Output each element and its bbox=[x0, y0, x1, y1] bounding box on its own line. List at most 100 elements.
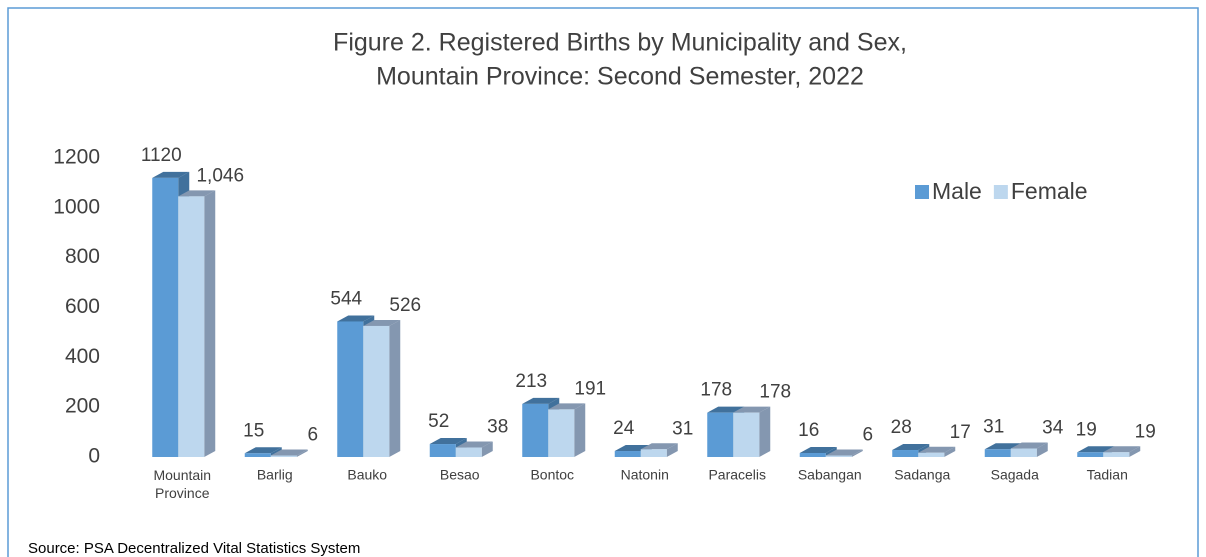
data-label: 544 bbox=[330, 288, 362, 309]
bar-top bbox=[522, 397, 560, 404]
data-label: 28 bbox=[891, 417, 912, 438]
data-label: 34 bbox=[1042, 418, 1064, 439]
bar bbox=[244, 453, 271, 457]
y-tick-label: 400 bbox=[65, 345, 100, 368]
legend-label: Female bbox=[1011, 178, 1088, 204]
data-label: 191 bbox=[574, 378, 606, 399]
bar bbox=[825, 455, 852, 457]
data-label: 178 bbox=[759, 382, 791, 403]
bar-top bbox=[1077, 446, 1115, 453]
bar-side bbox=[944, 446, 956, 457]
bar-side bbox=[1036, 442, 1048, 457]
x-tick-label: Tadian bbox=[1087, 467, 1128, 483]
bar-top bbox=[825, 449, 863, 456]
data-label: 19 bbox=[1135, 421, 1156, 442]
bar bbox=[152, 177, 179, 457]
x-tick-label: Paracelis bbox=[708, 467, 766, 483]
bar-side bbox=[851, 449, 863, 457]
x-tick-label: Bauko bbox=[347, 467, 387, 483]
bar-top bbox=[429, 438, 467, 445]
bar bbox=[522, 403, 549, 457]
data-label: 19 bbox=[1076, 419, 1097, 440]
bar-top bbox=[337, 315, 375, 322]
bar-top bbox=[152, 171, 190, 178]
bar bbox=[1010, 448, 1037, 457]
y-tick-label: 0 bbox=[88, 445, 100, 468]
bar-top bbox=[455, 441, 493, 448]
data-label: 17 bbox=[950, 422, 971, 443]
y-tick-label: 1000 bbox=[53, 195, 100, 218]
bar-top bbox=[270, 449, 308, 456]
bar-side bbox=[574, 403, 586, 457]
data-label: 526 bbox=[389, 295, 421, 316]
bar-top bbox=[892, 444, 930, 451]
bar-side bbox=[666, 443, 678, 457]
data-label: 31 bbox=[983, 416, 1004, 437]
bar bbox=[614, 451, 641, 457]
y-tick-label: 200 bbox=[65, 395, 100, 418]
bar-side bbox=[296, 449, 308, 457]
bar bbox=[178, 196, 205, 457]
data-label: 16 bbox=[798, 420, 819, 441]
bar bbox=[1103, 452, 1130, 457]
bar-side bbox=[759, 406, 771, 457]
bar-top bbox=[1010, 442, 1048, 449]
data-label: 178 bbox=[700, 380, 732, 401]
data-label: 1120 bbox=[141, 145, 182, 166]
data-label: 24 bbox=[613, 418, 635, 439]
bar bbox=[892, 450, 919, 457]
bar bbox=[799, 453, 826, 457]
bar bbox=[337, 321, 364, 457]
bar bbox=[270, 455, 297, 457]
x-tick-label: Besao bbox=[440, 467, 480, 483]
legend-label: Male bbox=[932, 178, 982, 204]
chart-subtitle: Mountain Province: Second Semester, 2022 bbox=[376, 63, 864, 91]
legend-swatch bbox=[915, 185, 929, 199]
y-tick-label: 600 bbox=[65, 295, 100, 318]
bar bbox=[640, 449, 667, 457]
bar bbox=[548, 409, 575, 457]
data-label: 1,046 bbox=[196, 165, 244, 186]
bar-side bbox=[1129, 446, 1141, 457]
bar bbox=[733, 412, 760, 457]
bar-top bbox=[640, 443, 678, 450]
x-tick-label: Barlig bbox=[257, 467, 293, 483]
bar-top bbox=[1103, 446, 1141, 453]
x-tick-label: Sadanga bbox=[894, 467, 950, 483]
data-label: 213 bbox=[515, 371, 547, 392]
bar bbox=[707, 412, 734, 457]
bar-side bbox=[389, 319, 401, 457]
bar-side bbox=[204, 190, 216, 457]
bar-top bbox=[548, 403, 586, 410]
bar bbox=[455, 447, 482, 457]
data-label: 31 bbox=[672, 418, 693, 439]
x-tick-label: Sabangan bbox=[798, 467, 862, 483]
bar-top bbox=[178, 190, 216, 197]
data-label: 6 bbox=[862, 425, 873, 446]
bar bbox=[918, 452, 945, 457]
bar bbox=[984, 449, 1011, 457]
x-tick-label: Bontoc bbox=[530, 467, 574, 483]
data-label: 15 bbox=[243, 420, 264, 441]
x-tick-label: Mountain Province bbox=[153, 467, 211, 501]
y-tick-label: 1200 bbox=[53, 146, 100, 169]
bar-top bbox=[707, 406, 745, 413]
source-note: Source: PSA Decentralized Vital Statisti… bbox=[28, 540, 360, 557]
bar bbox=[1077, 452, 1104, 457]
bar-top bbox=[918, 446, 956, 453]
bar-side bbox=[481, 441, 493, 457]
bar bbox=[363, 325, 390, 457]
x-tick-label: Sagada bbox=[991, 467, 1039, 483]
legend-swatch bbox=[993, 185, 1008, 199]
bar bbox=[429, 444, 456, 457]
x-tick-label: Natonin bbox=[621, 467, 669, 483]
bar-top bbox=[733, 406, 771, 413]
bar-top bbox=[244, 447, 282, 454]
chart-title: Figure 2. Registered Births by Municipal… bbox=[333, 29, 907, 57]
data-label: 38 bbox=[487, 417, 508, 438]
y-tick-label: 800 bbox=[65, 245, 100, 268]
bar-top bbox=[363, 319, 401, 326]
data-label: 6 bbox=[307, 425, 318, 446]
data-label: 52 bbox=[428, 411, 449, 432]
